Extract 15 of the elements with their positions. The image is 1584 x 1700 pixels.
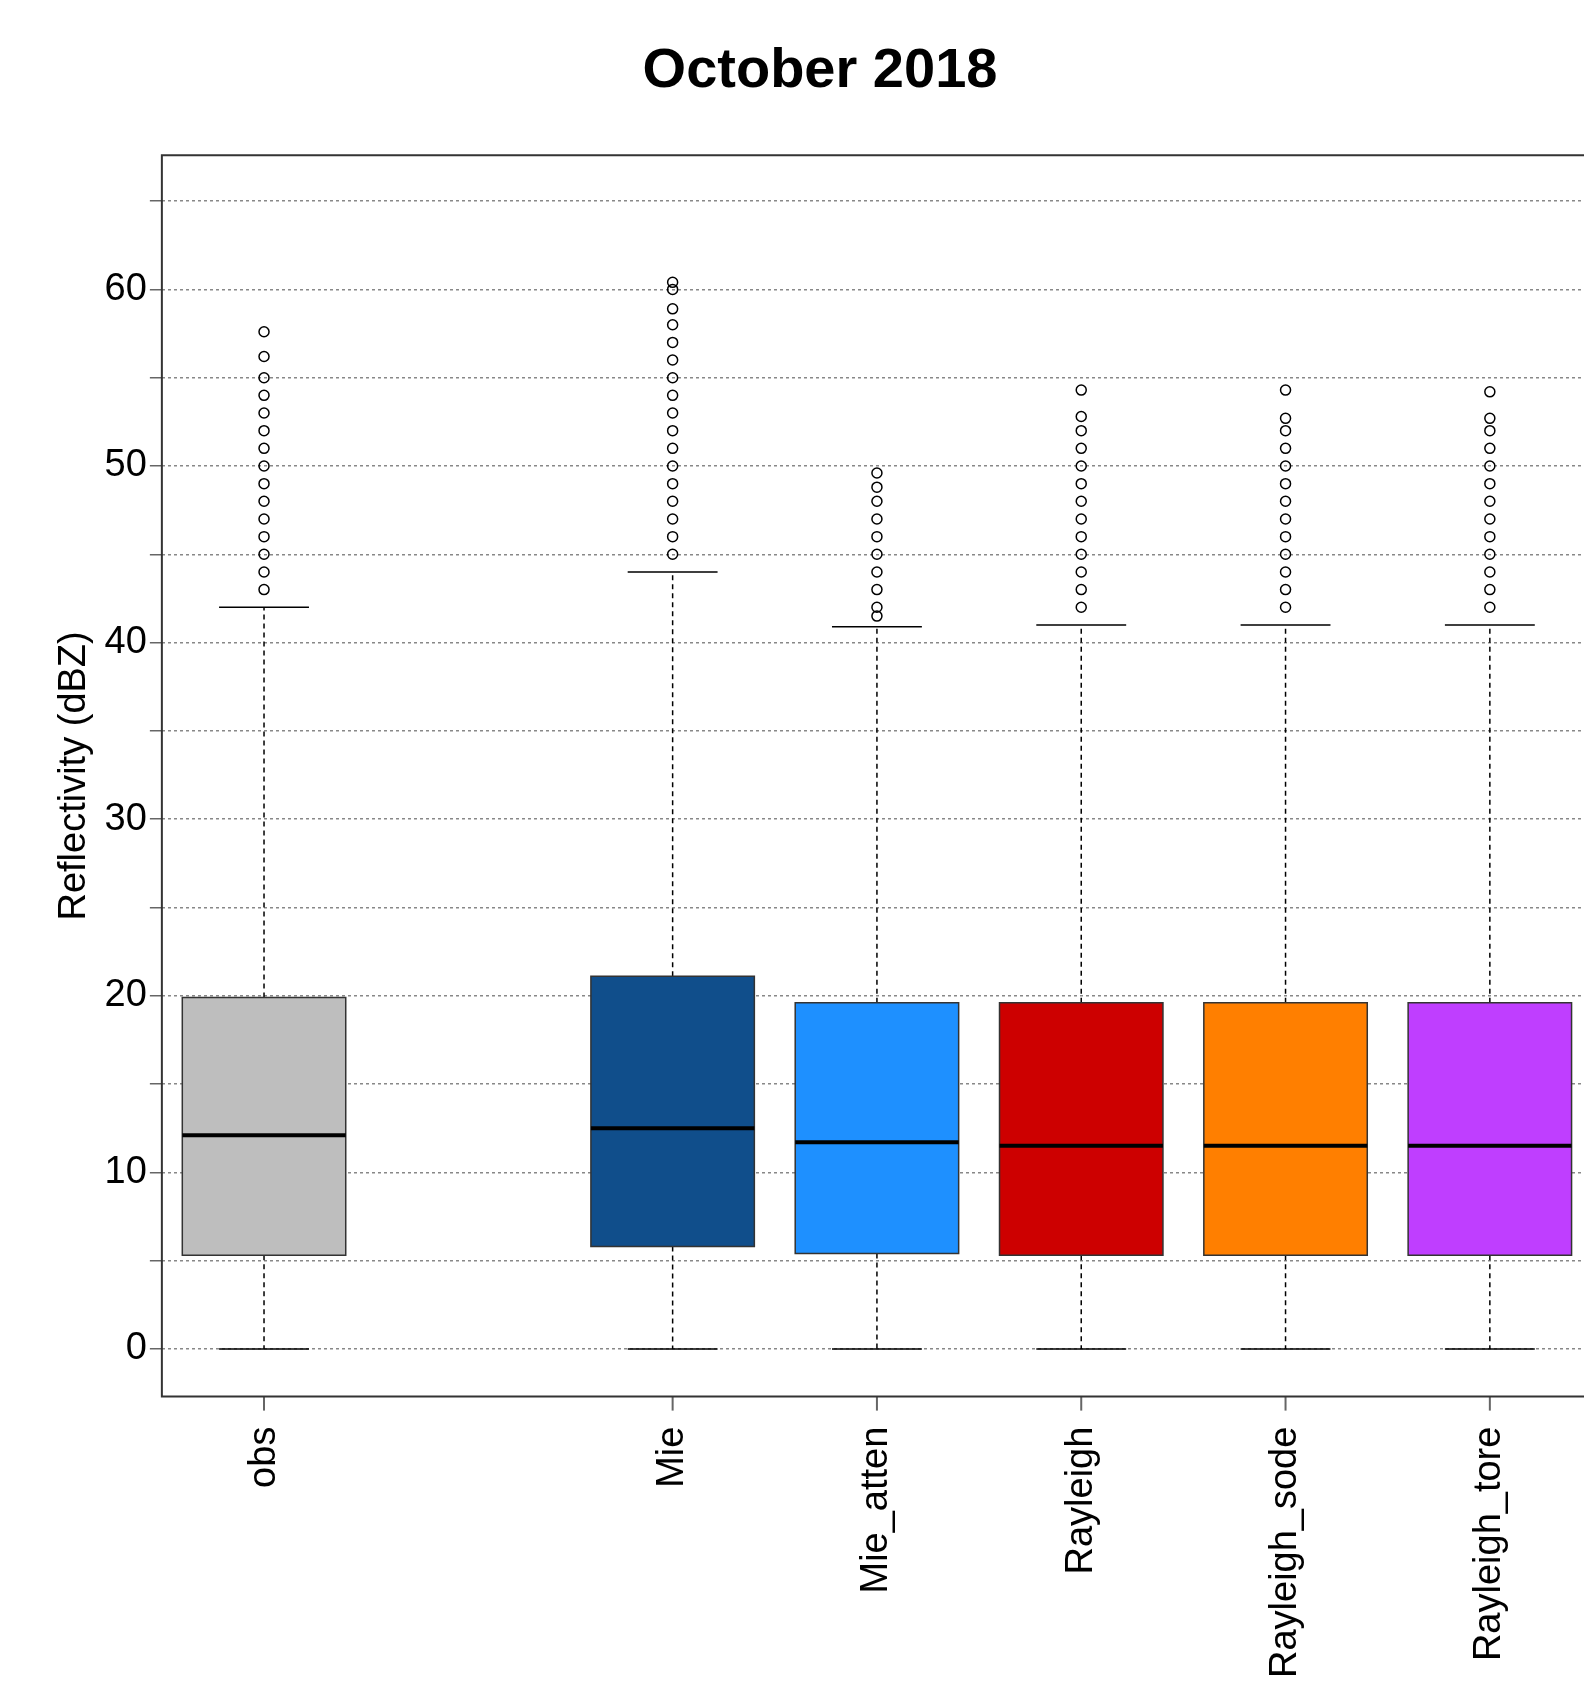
y-tick-label: 20 [104,972,147,1015]
y-tick-label: 40 [104,619,147,662]
x-tick-label: Mie [649,1426,692,1488]
y-tick-label: 10 [104,1148,147,1191]
chart-title: October 2018 [642,36,998,100]
x-tick-label: Mie_atten [853,1426,896,1594]
y-tick-label: 50 [104,442,147,485]
y-axis-title: Reflectivity (dBZ) [51,631,94,921]
y-tick-label: 0 [125,1325,147,1368]
y-tick-label: 60 [104,265,147,308]
y-tick-label: 30 [104,795,147,838]
x-tick-label: Rayleigh_tore [1466,1426,1509,1662]
x-tick-label: obs [240,1426,283,1488]
x-tick-label: Rayleigh [1057,1426,1100,1575]
x-tick-label: Rayleigh_sode [1262,1426,1305,1679]
